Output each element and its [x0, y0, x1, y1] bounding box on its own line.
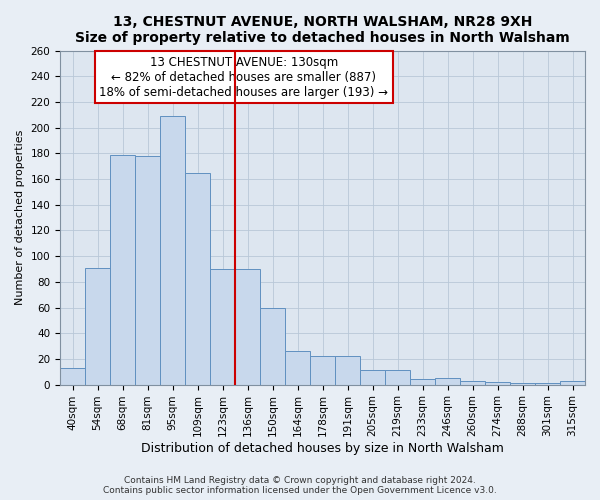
Bar	[185, 172, 210, 384]
Bar	[335, 356, 360, 384]
Y-axis label: Number of detached properties: Number of detached properties	[15, 130, 25, 306]
Bar	[385, 370, 410, 384]
Text: 13 CHESTNUT AVENUE: 130sqm
← 82% of detached houses are smaller (887)
18% of sem: 13 CHESTNUT AVENUE: 130sqm ← 82% of deta…	[99, 56, 388, 98]
Bar	[135, 156, 160, 384]
Bar	[560, 380, 585, 384]
X-axis label: Distribution of detached houses by size in North Walsham: Distribution of detached houses by size …	[141, 442, 504, 455]
Bar	[60, 368, 85, 384]
Text: Contains HM Land Registry data © Crown copyright and database right 2024.
Contai: Contains HM Land Registry data © Crown c…	[103, 476, 497, 495]
Bar	[485, 382, 510, 384]
Bar	[110, 154, 135, 384]
Title: 13, CHESTNUT AVENUE, NORTH WALSHAM, NR28 9XH
Size of property relative to detach: 13, CHESTNUT AVENUE, NORTH WALSHAM, NR28…	[75, 15, 570, 45]
Bar	[85, 268, 110, 384]
Bar	[460, 380, 485, 384]
Bar	[310, 356, 335, 384]
Bar	[360, 370, 385, 384]
Bar	[210, 269, 235, 384]
Bar	[235, 269, 260, 384]
Bar	[285, 351, 310, 384]
Bar	[160, 116, 185, 384]
Bar	[260, 308, 285, 384]
Bar	[435, 378, 460, 384]
Bar	[410, 380, 435, 384]
